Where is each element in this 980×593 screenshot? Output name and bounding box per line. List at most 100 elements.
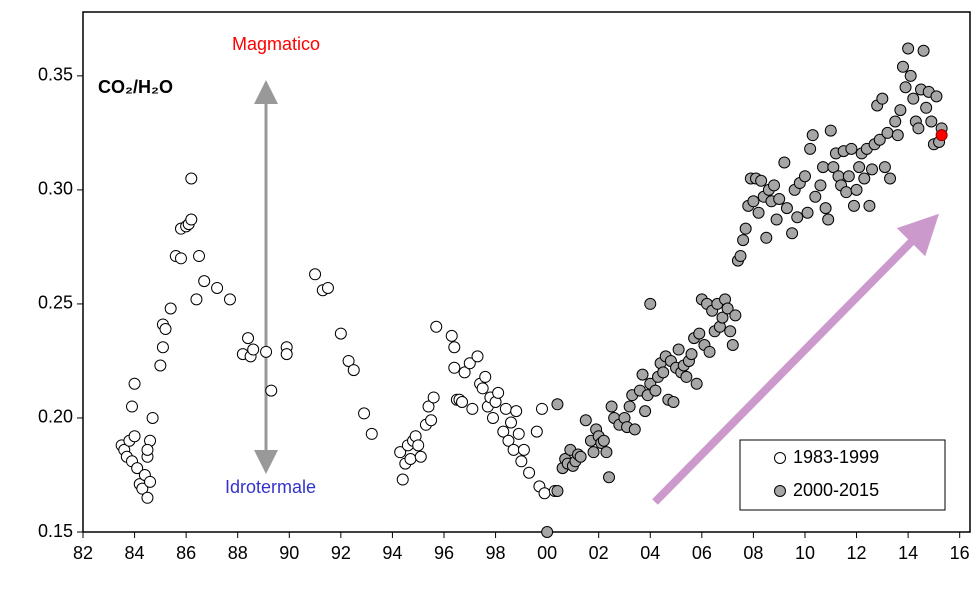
data-point	[499, 402, 512, 415]
data-point	[628, 423, 641, 436]
data-point	[896, 60, 909, 73]
highlight-point	[935, 129, 948, 142]
data-point	[703, 345, 716, 358]
data-point	[649, 384, 662, 397]
data-point	[523, 466, 536, 479]
data-point	[412, 439, 425, 452]
data-point	[822, 213, 835, 226]
data-point	[512, 427, 525, 440]
data-point	[164, 302, 177, 315]
data-point	[876, 92, 889, 105]
data-point	[739, 222, 752, 235]
data-point	[881, 126, 894, 139]
magmatic-label: Magmatico	[232, 34, 320, 54]
x-tick-label: 86	[176, 543, 196, 563]
data-point	[685, 348, 698, 361]
y-tick-label: 0.25	[38, 293, 73, 313]
y-tick-label: 0.35	[38, 65, 73, 85]
data-point	[486, 411, 499, 424]
data-point	[930, 90, 943, 103]
data-point	[804, 142, 817, 155]
data-point	[125, 400, 138, 413]
data-point	[574, 450, 587, 463]
data-point	[737, 234, 750, 247]
data-point	[538, 487, 551, 500]
data-point	[365, 427, 378, 440]
x-tick-label: 82	[73, 543, 93, 563]
data-point	[471, 350, 484, 363]
data-point	[734, 250, 747, 263]
data-point	[760, 231, 773, 244]
data-point	[729, 309, 742, 322]
data-point	[902, 42, 915, 55]
data-point	[747, 195, 760, 208]
legend-marker	[774, 485, 786, 497]
hydrothermal-label: Idrotermale	[225, 477, 316, 497]
data-point	[690, 377, 703, 390]
x-tick-label: 84	[125, 543, 145, 563]
data-point	[912, 122, 925, 135]
y-tick-label: 0.30	[38, 179, 73, 199]
data-point	[466, 402, 479, 415]
data-point	[128, 430, 141, 443]
data-point	[141, 491, 154, 504]
data-point	[858, 172, 871, 185]
data-point	[644, 297, 657, 310]
data-point	[193, 250, 206, 263]
data-point	[517, 443, 530, 456]
data-point	[850, 183, 863, 196]
data-point	[492, 386, 505, 399]
data-point	[211, 281, 224, 294]
data-point	[863, 199, 876, 212]
data-point	[716, 311, 729, 324]
data-point	[456, 396, 469, 408]
data-point	[597, 434, 610, 447]
x-tick-label: 92	[331, 543, 351, 563]
x-tick-label: 12	[847, 543, 867, 563]
data-point	[587, 446, 600, 459]
data-point	[809, 190, 822, 203]
x-tick-label: 96	[434, 543, 454, 563]
data-point	[786, 227, 799, 240]
data-point	[321, 281, 334, 294]
legend-marker	[774, 452, 786, 464]
ratio-label: CO₂/H₂O	[98, 77, 173, 97]
data-point	[358, 407, 371, 420]
data-point	[791, 211, 804, 224]
data-point	[899, 81, 912, 94]
data-point	[866, 163, 879, 176]
data-point	[780, 202, 793, 215]
data-point	[530, 425, 543, 438]
data-point	[801, 206, 814, 219]
data-point	[657, 366, 670, 379]
data-point	[917, 44, 930, 57]
x-tick-label: 00	[537, 543, 557, 563]
data-point	[672, 343, 685, 356]
data-point	[824, 124, 837, 137]
data-point	[721, 302, 734, 315]
data-point	[342, 354, 355, 367]
data-point	[396, 473, 409, 486]
x-tick-label: 04	[640, 543, 660, 563]
y-tick-label: 0.20	[38, 407, 73, 427]
data-point	[334, 327, 347, 340]
legend-label: 1983-1999	[793, 447, 879, 467]
data-point	[541, 526, 554, 538]
x-tick-label: 90	[279, 543, 299, 563]
data-point	[535, 402, 548, 415]
data-point	[507, 443, 520, 456]
data-point	[425, 414, 438, 427]
data-point	[873, 133, 886, 146]
data-point	[223, 293, 236, 306]
x-tick-label: 08	[743, 543, 763, 563]
x-tick-label: 10	[795, 543, 815, 563]
data-point	[907, 92, 920, 105]
data-point	[185, 213, 198, 226]
data-point	[247, 343, 260, 356]
data-point	[144, 475, 157, 488]
x-tick-label: 16	[950, 543, 970, 563]
data-point	[458, 366, 471, 379]
data-point	[814, 179, 827, 192]
data-point	[778, 156, 791, 169]
